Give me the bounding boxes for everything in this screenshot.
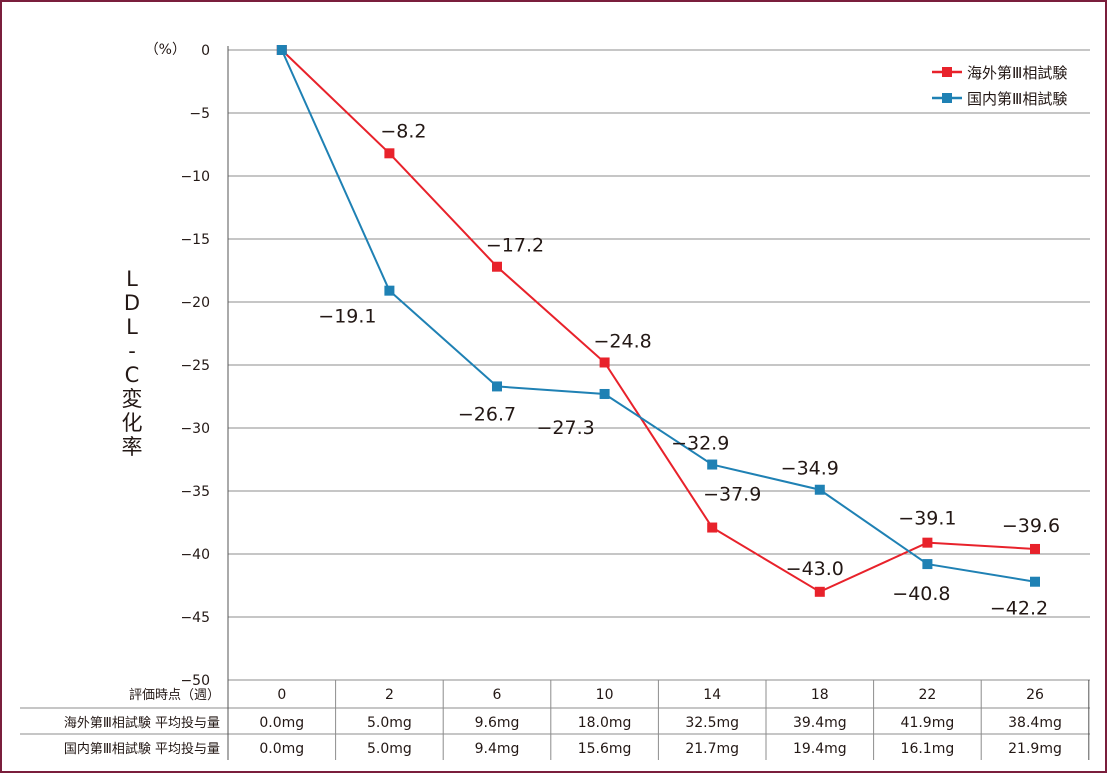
- data-label: −42.2: [990, 598, 1048, 620]
- data-label: −43.0: [786, 558, 844, 580]
- table-cell: 19.4mg: [793, 741, 847, 757]
- y-tick-label: 0: [201, 43, 210, 59]
- table-cell: 9.4mg: [475, 741, 520, 757]
- data-point: [599, 388, 610, 399]
- legend-item: 国内第Ⅲ相試験: [932, 90, 1067, 108]
- data-point: [384, 148, 395, 159]
- data-point: [276, 45, 287, 55]
- table-cell: 21.7mg: [685, 741, 739, 757]
- y-tick-label: −10: [180, 169, 210, 185]
- y-axis-title-char: 化: [122, 411, 143, 435]
- table-cell: 0.0mg: [259, 741, 304, 757]
- data-label: −17.2: [486, 235, 544, 257]
- data-point: [922, 537, 933, 548]
- data-point: [707, 459, 718, 470]
- table-cell: 9.6mg: [475, 715, 520, 731]
- legend-swatch-marker: [942, 67, 952, 77]
- data-label: −32.9: [671, 433, 729, 455]
- y-tick-label: −40: [180, 547, 210, 563]
- data-point: [814, 586, 825, 597]
- series-overseas: −8.2 −17.2 −24.8 −37.9 −43.0 −39.1 −39.6: [276, 45, 1060, 597]
- data-label: −8.2: [380, 120, 426, 142]
- data-label: −24.8: [593, 330, 651, 352]
- y-tick-labels: 0 −5 −10 −15 −20 −25 −30 −35 −40 −45 −50: [180, 43, 210, 689]
- data-point: [1030, 543, 1040, 554]
- table-cell: 15.6mg: [578, 741, 632, 757]
- data-label: −19.1: [318, 306, 376, 328]
- table-cell: 32.5mg: [685, 715, 739, 731]
- data-point: [384, 285, 395, 296]
- data-point: [1030, 576, 1040, 587]
- legend-item: 海外第Ⅲ相試験: [932, 64, 1067, 82]
- table-cell: 21.9mg: [1008, 741, 1062, 757]
- table-cell: 41.9mg: [901, 715, 955, 731]
- y-axis-title-char: -: [128, 339, 136, 363]
- data-point: [492, 261, 502, 272]
- data-label: −27.3: [536, 417, 594, 439]
- data-point: [492, 381, 502, 392]
- y-tick-label: −15: [180, 232, 210, 248]
- table-cell: 26: [1026, 687, 1044, 703]
- y-tick-label: −25: [180, 358, 210, 374]
- data-label: −39.6: [1002, 515, 1060, 537]
- grid-lines: [228, 49, 1090, 681]
- data-label: −39.1: [898, 508, 956, 530]
- data-point: [599, 357, 610, 368]
- y-axis-title-char: L: [126, 267, 138, 291]
- table-cell: 18: [811, 687, 829, 703]
- table-cell: 0: [277, 687, 286, 703]
- series-line: [280, 49, 1036, 583]
- y-axis-title-char: L: [126, 315, 138, 339]
- y-tick-label: −45: [180, 610, 210, 626]
- table-cell: 0.0mg: [259, 715, 304, 731]
- table-cell: 16.1mg: [901, 741, 955, 757]
- legend-swatch-marker: [942, 93, 952, 103]
- table-cell: 5.0mg: [367, 715, 412, 731]
- legend-label: 海外第Ⅲ相試験: [967, 64, 1067, 82]
- table-cell: 39.4mg: [793, 715, 847, 731]
- y-axis-title-char: 変: [122, 387, 143, 411]
- y-axis-title-char: D: [124, 291, 140, 315]
- y-tick-label: −20: [180, 295, 210, 311]
- y-axis-title-char: 率: [122, 435, 143, 459]
- table-cell: 18.0mg: [578, 715, 632, 731]
- data-point: [922, 559, 933, 570]
- y-unit-label: （%）: [145, 42, 186, 58]
- table-row-header: 評価時点（週）: [129, 688, 220, 703]
- data-label: −40.8: [892, 583, 950, 605]
- y-tick-label: −5: [189, 106, 210, 122]
- y-axis-title-char: C: [125, 363, 140, 387]
- table-row-header: 海外第Ⅲ相試験 平均投与量: [64, 715, 220, 731]
- series-domestic: −19.1 −26.7 −27.3 −32.9 −34.9 −40.8 −42.2: [276, 45, 1048, 620]
- table-cell: 2: [385, 687, 394, 703]
- legend-label: 国内第Ⅲ相試験: [967, 90, 1067, 108]
- y-tick-label: −30: [180, 421, 210, 437]
- data-label: −34.9: [781, 458, 839, 480]
- table-cell: 14: [703, 687, 721, 703]
- data-label: −26.7: [458, 403, 516, 425]
- table-cell: 22: [918, 687, 936, 703]
- table-cell: 38.4mg: [1008, 715, 1062, 731]
- table-cell: 6: [493, 687, 502, 703]
- data-point: [707, 522, 718, 533]
- series-group: −8.2−17.2−24.8−37.9−43.0−39.1 −39.6−19.1−…: [276, 45, 1060, 620]
- y-tick-label: −50: [180, 673, 210, 689]
- y-tick-label: −35: [180, 484, 210, 500]
- table-row-header: 国内第Ⅲ相試験 平均投与量: [64, 741, 220, 757]
- table-cell: 5.0mg: [367, 741, 412, 757]
- data-point: [814, 484, 825, 495]
- data-label: −37.9: [703, 484, 761, 506]
- table-cell: 10: [596, 687, 614, 703]
